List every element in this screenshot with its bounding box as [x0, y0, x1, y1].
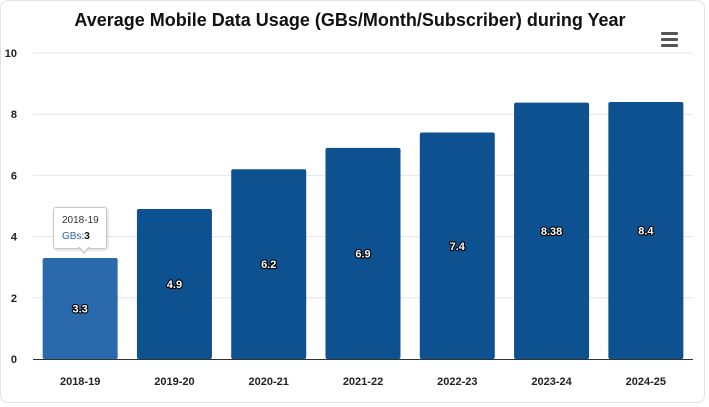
y-tick-label: 6	[11, 170, 17, 182]
tooltip-series-name: GBs	[62, 231, 82, 242]
bar[interactable]	[325, 147, 401, 359]
hamburger-menu-icon	[661, 32, 678, 35]
data-label: 4.9	[167, 279, 182, 291]
hamburger-menu-icon-line	[661, 38, 678, 41]
data-label: 6.9	[355, 248, 370, 260]
tooltip-separator: :	[81, 231, 85, 242]
bar[interactable]	[136, 209, 212, 359]
y-tick-label: 8	[11, 109, 17, 121]
chart-title: Average Mobile Data Usage (GBs/Month/Sub…	[74, 10, 626, 30]
y-tick-label: 4	[11, 232, 18, 244]
data-label: 3.3	[72, 304, 87, 316]
x-tick-label: 2024-25	[626, 376, 666, 388]
tooltip-value-line: GBs:3	[62, 231, 90, 242]
bar[interactable]	[419, 132, 495, 359]
data-label: 8.4	[638, 225, 654, 237]
data-label: 7.4	[450, 241, 466, 253]
chart-menu-button[interactable]	[652, 24, 686, 54]
tooltip-category: 2018-19	[62, 215, 99, 226]
tooltip-value: 3	[84, 231, 90, 242]
x-tick-label: 2018-19	[60, 376, 100, 388]
x-tick-label: 2019-20	[154, 376, 194, 388]
bar[interactable]	[514, 102, 590, 360]
tooltip: 2018-19 GBs:3	[53, 207, 107, 254]
y-tick-label: 0	[11, 354, 17, 366]
x-tick-label: 2021-22	[343, 376, 383, 388]
tooltip-arrow-inner	[79, 246, 89, 252]
data-label: 6.2	[261, 259, 276, 271]
y-tick-label: 10	[5, 48, 17, 60]
bar[interactable]	[42, 258, 118, 359]
x-tick-label: 2020-21	[249, 376, 289, 388]
x-tick-label: 2022-23	[437, 376, 477, 388]
data-label: 8.38	[541, 226, 562, 238]
hamburger-menu-icon-line	[661, 44, 678, 47]
bar[interactable]	[608, 101, 684, 360]
x-tick-label: 2023-24	[531, 376, 572, 388]
bar[interactable]	[231, 169, 307, 359]
y-tick-label: 2	[11, 293, 17, 305]
